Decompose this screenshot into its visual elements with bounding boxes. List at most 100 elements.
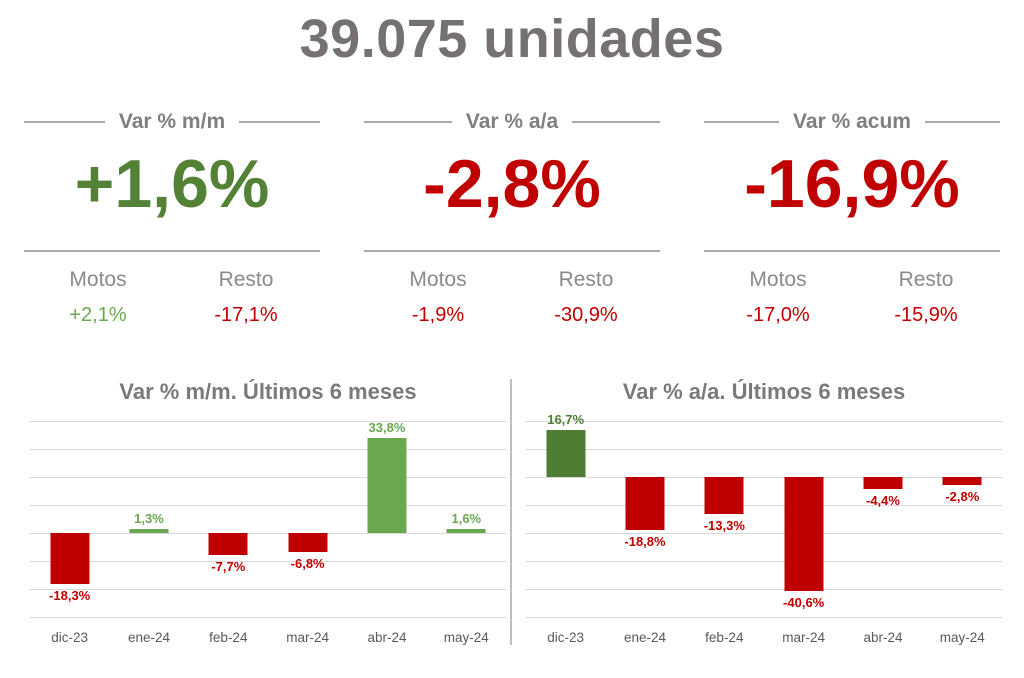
- gridline: [30, 477, 506, 478]
- gridline: [526, 533, 1002, 534]
- bar-columns: 16,7% -18,8% -13,3% -40,6% -4,4% -2,8%: [526, 412, 1002, 617]
- resto-label: Resto: [558, 268, 614, 291]
- kpi-label: Var % acum: [793, 110, 911, 133]
- bar-column-dic-23: -18,3%: [30, 421, 109, 617]
- resto-label: Resto: [898, 268, 954, 291]
- divider-line: [239, 121, 321, 123]
- divider-rule: [704, 250, 1000, 252]
- bar-ene-24: [129, 529, 169, 533]
- bar-value-label: -7,7%: [211, 558, 246, 574]
- bar-columns: -18,3% 1,3% -7,7% -6,8% 33,8% 1,6%: [30, 420, 506, 617]
- x-axis-label: ene-24: [127, 630, 171, 645]
- kpi-value: +1,6%: [74, 146, 270, 222]
- chart-title: Var % m/m. Últimos 6 meses: [119, 379, 417, 404]
- gridline: [30, 561, 506, 562]
- divider-rule: [364, 250, 660, 252]
- bar-column-abr-24: 33,8%: [347, 420, 426, 617]
- bar-value-label: 16,7%: [547, 412, 585, 428]
- charts-row: Var % m/m. Últimos 6 meses -18,3% 1,3% -7,…: [0, 379, 1024, 645]
- bar-may-24: [942, 477, 982, 485]
- motos-label: Motos: [749, 268, 807, 291]
- bar-column-dic-23: 16,7%: [526, 412, 605, 617]
- bar-value-label: -13,3%: [703, 518, 745, 534]
- gridline: [30, 617, 506, 618]
- kpi-sub-motos: Motos +2,1%: [24, 268, 172, 327]
- bar-feb-24: [704, 477, 744, 515]
- bar-value-label: -40,6%: [783, 594, 825, 610]
- gridline: [526, 505, 1002, 506]
- x-axis-label: dic-23: [51, 630, 89, 645]
- x-axis-label: may-24: [939, 630, 985, 645]
- bar-abr-24: [863, 477, 903, 490]
- bar-dic-23: [50, 533, 90, 585]
- bar-column-abr-24: -4,4%: [843, 421, 922, 617]
- bar-dic-23: [546, 430, 586, 477]
- kpi-sub-motos: Motos -17,0%: [704, 268, 852, 327]
- bar-column-ene-24: 1,3%: [109, 421, 188, 617]
- chart-var-aa: Var % a/a. Últimos 6 meses 16,7% -18,8% -1…: [510, 379, 1002, 645]
- motos-label: Motos: [409, 268, 467, 291]
- kpi-sub-motos: Motos -1,9%: [364, 268, 512, 327]
- kpi-sub-resto: Resto -30,9%: [512, 268, 660, 327]
- bar-mar-24: [288, 533, 328, 553]
- chart-var-mm: Var % m/m. Últimos 6 meses -18,3% 1,3% -7,…: [30, 379, 506, 645]
- bar-ene-24: [625, 477, 665, 530]
- gridline: [30, 505, 506, 506]
- kpi-sub-resto: Resto -15,9%: [852, 268, 1000, 327]
- bar-chart-mm-plot: -18,3% 1,3% -7,7% -6,8% 33,8% 1,6%: [30, 420, 506, 618]
- gridline: [30, 533, 506, 534]
- motos-value: +2,1%: [69, 304, 127, 326]
- kpi-header: Var % m/m: [24, 110, 321, 134]
- bar-value-label: 1,3%: [134, 511, 164, 527]
- gridline: [526, 449, 1002, 450]
- x-axis-label: may-24: [443, 630, 489, 645]
- motos-value: -17,0%: [746, 304, 810, 326]
- gridline: [30, 421, 506, 422]
- kpi-header: Var % a/a: [364, 110, 661, 134]
- bar-mar-24: [784, 477, 824, 591]
- bar-value-label: -2,8%: [945, 488, 980, 504]
- kpi-sub-resto: Resto -17,1%: [172, 268, 320, 327]
- x-axis-label: feb-24: [209, 630, 248, 645]
- resto-label: Resto: [218, 268, 274, 291]
- bar-value-label: -18,3%: [49, 588, 91, 604]
- x-axis-label: feb-24: [705, 630, 744, 645]
- gridline: [526, 617, 1002, 618]
- kpi-subrow: Motos -1,9% Resto -30,9%: [364, 268, 660, 327]
- gridline: [526, 421, 1002, 422]
- resto-value: -17,1%: [214, 304, 278, 326]
- chart-title: Var % a/a. Últimos 6 meses: [622, 379, 906, 404]
- bar-value-label: 33,8%: [368, 420, 406, 436]
- gridline: [30, 589, 506, 590]
- x-axis-label: abr-24: [863, 630, 903, 645]
- bar-column-mar-24: -6,8%: [268, 421, 347, 617]
- bar-chart-aa-plot: 16,7% -18,8% -13,3% -40,6% -4,4% -2,8%: [526, 412, 1002, 618]
- kpi-card-var-acum: Var % acum -16,9% Motos -17,0% Resto -15…: [704, 110, 1000, 327]
- gridline: [526, 477, 1002, 478]
- x-axis-labels: dic-23 ene-24 feb-24 mar-24 abr-24 may-24: [526, 630, 1002, 645]
- bar-value-label: -4,4%: [865, 493, 900, 509]
- kpi-header: Var % acum: [704, 110, 1000, 134]
- bar-column-mar-24: -40,6%: [764, 421, 843, 617]
- x-axis-label: mar-24: [286, 630, 330, 645]
- kpi-card-var-mm: Var % m/m +1,6% Motos +2,1% Resto -17,1%: [24, 110, 321, 327]
- x-axis-labels: dic-23 ene-24 feb-24 mar-24 abr-24 may-24: [30, 630, 506, 645]
- gridline: [30, 449, 506, 450]
- bar-value-label: -6,8%: [290, 556, 325, 572]
- x-axis-label: abr-24: [367, 630, 407, 645]
- kpi-row: Var % m/m +1,6% Motos +2,1% Resto -17,1%…: [0, 110, 1024, 327]
- x-axis-label: ene-24: [623, 630, 667, 645]
- divider-line: [924, 121, 1000, 123]
- kpi-label: Var % a/a: [465, 110, 559, 133]
- x-axis-label: dic-23: [547, 630, 585, 645]
- bar-column-feb-24: -13,3%: [685, 421, 764, 617]
- divider-line: [24, 121, 105, 123]
- bar-value-label: -18,8%: [624, 533, 666, 549]
- bar-column-may-24: 1,6%: [427, 421, 506, 617]
- x-axis-label: mar-24: [782, 630, 826, 645]
- divider-line: [704, 121, 780, 123]
- resto-value: -30,9%: [554, 304, 618, 326]
- bar-column-may-24: -2,8%: [923, 421, 1002, 617]
- divider-line: [364, 121, 452, 123]
- resto-value: -15,9%: [894, 304, 958, 326]
